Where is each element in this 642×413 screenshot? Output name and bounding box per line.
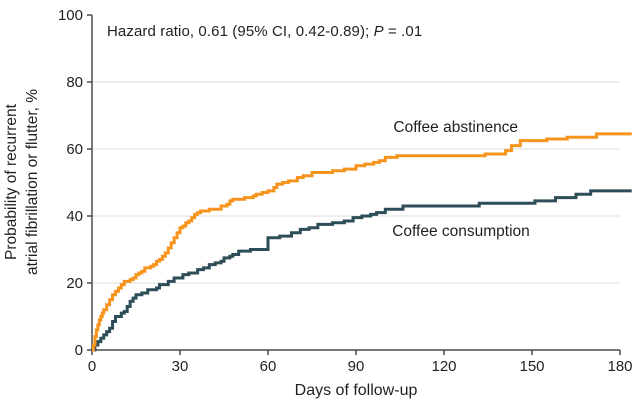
y-tick-label: 80	[66, 74, 83, 91]
x-tick-label: 30	[172, 358, 189, 375]
x-tick-label: 150	[519, 358, 544, 375]
x-tick-label: 90	[348, 358, 365, 375]
y-tick-label: 20	[66, 275, 83, 292]
annotation-p-value: = .01	[383, 23, 423, 40]
curve-coffee-abstinence	[91, 132, 632, 352]
series-label-coffee-consumption: Coffee consumption	[392, 223, 530, 240]
annotation-prefix: Hazard ratio, 0.61 (95% CI, 0.42-0.89);	[107, 23, 374, 40]
y-axis-title-line1: Probability of recurrent	[3, 104, 20, 260]
x-tick-label: 0	[88, 358, 96, 375]
y-tick-label: 60	[66, 141, 83, 158]
x-axis-title: Days of follow-up	[294, 382, 418, 399]
y-axis-title: Probability of recurrent atrial fibrilla…	[1, 2, 45, 362]
y-axis-title-line2: atrial fibrillation or flutter, %	[24, 88, 41, 276]
y-tick-label: 40	[66, 208, 83, 225]
x-tick-label: 180	[607, 358, 632, 375]
x-tick-label: 60	[260, 358, 277, 375]
y-tick-label: 100	[58, 7, 83, 24]
annotation-p-symbol: P	[373, 23, 384, 40]
y-tick-label: 0	[75, 342, 83, 359]
hazard-ratio-annotation: Hazard ratio, 0.61 (95% CI, 0.42-0.89); …	[107, 23, 422, 40]
series-label-coffee-abstinence: Coffee abstinence	[393, 119, 518, 136]
x-tick-label: 120	[431, 358, 456, 375]
curve-coffee-consumption	[92, 189, 632, 352]
